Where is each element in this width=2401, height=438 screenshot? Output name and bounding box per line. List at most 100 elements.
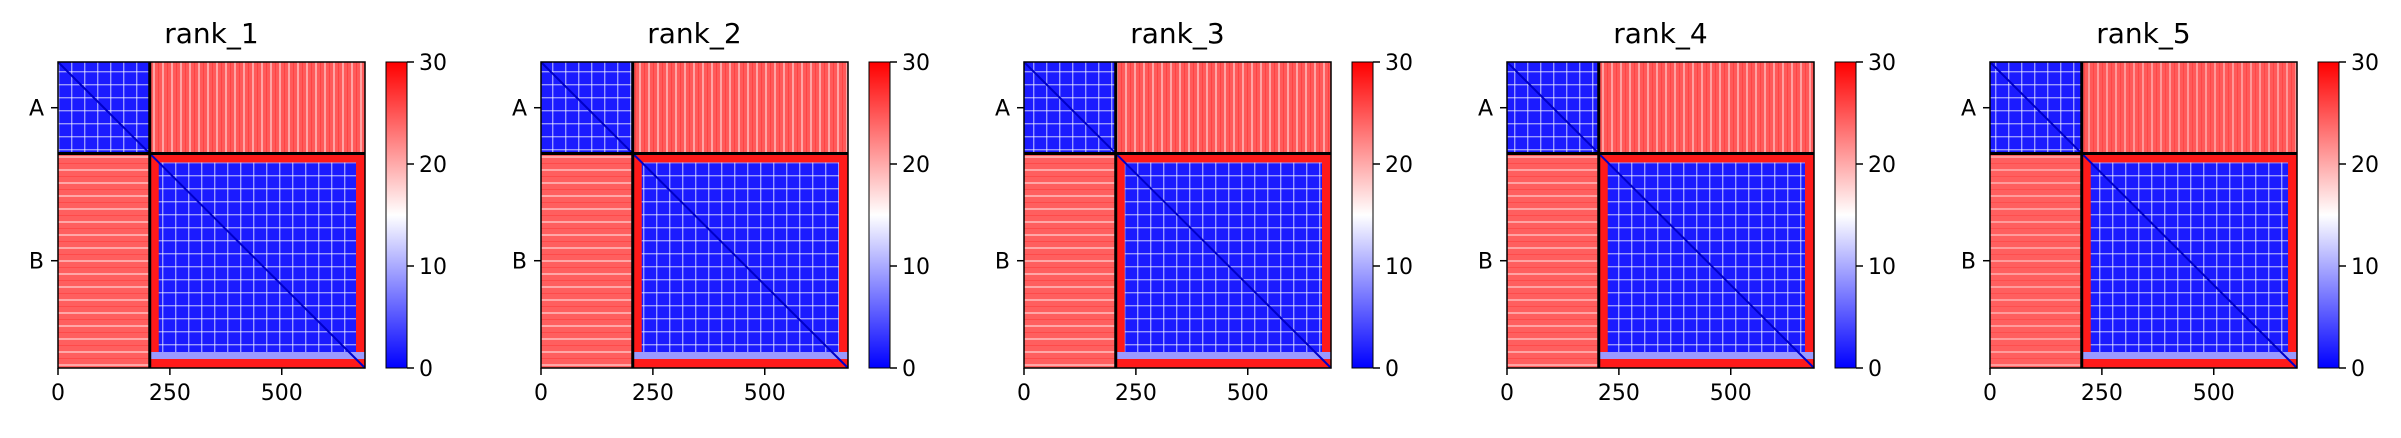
x-tick-label: 500 <box>2193 381 2235 406</box>
colorbar-tick-label: 20 <box>902 153 930 178</box>
diagonal-b <box>1115 152 1332 369</box>
block-a-b-texture <box>2081 62 2297 154</box>
colorbar-tick-label: 10 <box>1385 255 1413 280</box>
diagonal-a <box>1506 61 1600 155</box>
y-tick-label-a: A <box>29 97 44 122</box>
colorbar-tick-label: 30 <box>1868 51 1896 76</box>
b-terminal-edge <box>1322 153 1331 368</box>
colorbar-gradient <box>868 61 891 369</box>
plot-frame <box>1989 61 2298 369</box>
diagonal-a <box>57 61 151 155</box>
diagonal-b <box>149 152 366 369</box>
block-b-a-texture <box>1507 153 1599 368</box>
x-tick-label: 0 <box>1500 381 1514 406</box>
block-a-b-texture <box>149 62 365 154</box>
pae-heatmap <box>1989 61 2298 369</box>
x-tick-label: 500 <box>744 381 786 406</box>
colorbar-tick-label: 10 <box>2351 255 2379 280</box>
panel-2: rank_2 0 250 500 A B 0 10 20 30 <box>512 17 930 406</box>
x-tick-label: 250 <box>1115 381 1157 406</box>
x-tick-label: 500 <box>1710 381 1752 406</box>
b-terminal-edge <box>149 352 365 359</box>
diagonal-b <box>2081 152 2298 369</box>
block-b-a-texture <box>1990 153 2082 368</box>
colorbar-tick-label: 20 <box>2351 153 2379 178</box>
colorbar-tick-label: 30 <box>1385 51 1413 76</box>
b-terminal-edge <box>149 359 365 368</box>
panel-5: rank_5 0 250 500 A B 0 10 20 30 <box>1961 17 2379 406</box>
block-b-a-texture <box>58 153 150 368</box>
diagonal-b <box>632 152 849 369</box>
block-b-a-texture <box>541 153 633 368</box>
b-terminal-edge <box>632 153 848 163</box>
b-terminal-edge <box>2081 359 2297 368</box>
y-tick-label-b: B <box>995 250 1010 275</box>
y-tick-label-b: B <box>1478 250 1493 275</box>
x-tick-label: 250 <box>632 381 674 406</box>
colorbar-tick-label: 30 <box>419 51 447 76</box>
b-terminal-edge <box>632 153 642 368</box>
colorbar: 0 10 20 30 <box>2317 51 2379 382</box>
diagonal-a <box>1023 61 1117 155</box>
panel-1: rank_1 0 250 500 A B 0 10 20 30 <box>29 17 447 406</box>
b-terminal-edge <box>1598 359 1814 368</box>
plot-frame <box>57 61 366 369</box>
b-terminal-edge <box>2081 153 2297 163</box>
x-tick-label: 250 <box>149 381 191 406</box>
panel-title: rank_3 <box>1130 17 1224 50</box>
x-tick-label: 0 <box>51 381 65 406</box>
colorbar-tick-label: 20 <box>1385 153 1413 178</box>
pae-heatmap <box>1506 61 1815 369</box>
block-a-b-texture <box>1115 62 1331 154</box>
colorbar: 0 10 20 30 <box>868 51 930 382</box>
colorbar-tick-label: 20 <box>1868 153 1896 178</box>
y-tick-label-a: A <box>1478 97 1493 122</box>
colorbar: 0 10 20 30 <box>1351 51 1413 382</box>
colorbar: 0 10 20 30 <box>385 51 447 382</box>
colorbar-gradient <box>1351 61 1374 369</box>
colorbar-tick-label: 0 <box>419 357 433 382</box>
x-tick-label: 0 <box>1983 381 1997 406</box>
panel-title: rank_5 <box>2096 17 2190 50</box>
panel-title: rank_4 <box>1613 17 1707 50</box>
plot-frame <box>1506 61 1815 369</box>
b-terminal-edge <box>1805 153 1814 368</box>
b-terminal-edge <box>1115 153 1125 368</box>
x-tick-label: 0 <box>534 381 548 406</box>
pae-heatmap <box>57 61 366 369</box>
b-terminal-edge <box>632 359 848 368</box>
b-terminal-edge <box>839 153 848 368</box>
b-terminal-edge <box>149 153 365 163</box>
colorbar-tick-label: 0 <box>2351 357 2365 382</box>
diagonal-b <box>1598 152 1815 369</box>
y-tick-label-a: A <box>1961 97 1976 122</box>
colorbar-gradient <box>385 61 408 369</box>
b-terminal-edge <box>632 352 848 359</box>
b-terminal-edge <box>2081 153 2091 368</box>
colorbar-tick-label: 10 <box>419 255 447 280</box>
colorbar-tick-label: 30 <box>2351 51 2379 76</box>
y-tick-label-b: B <box>512 250 527 275</box>
pae-heatmap <box>540 61 849 369</box>
b-terminal-edge <box>2288 153 2297 368</box>
b-terminal-edge <box>356 153 365 368</box>
colorbar-gradient <box>2317 61 2340 369</box>
x-tick-label: 250 <box>1598 381 1640 406</box>
colorbar-tick-label: 20 <box>419 153 447 178</box>
x-tick-label: 500 <box>1227 381 1269 406</box>
diagonal-a <box>1989 61 2083 155</box>
colorbar-tick-label: 10 <box>902 255 930 280</box>
block-a-b-texture <box>632 62 848 154</box>
y-tick-label-a: A <box>512 97 527 122</box>
x-tick-label: 250 <box>2081 381 2123 406</box>
b-terminal-edge <box>1115 153 1331 163</box>
plot-frame <box>1023 61 1332 369</box>
pae-heatmap <box>1023 61 1332 369</box>
panel-4: rank_4 0 250 500 A B 0 10 20 30 <box>1478 17 1896 406</box>
colorbar-tick-label: 0 <box>1385 357 1399 382</box>
colorbar-gradient <box>1834 61 1857 369</box>
y-tick-label-b: B <box>29 250 44 275</box>
colorbar-tick-label: 0 <box>1868 357 1882 382</box>
b-terminal-edge <box>1598 352 1814 359</box>
